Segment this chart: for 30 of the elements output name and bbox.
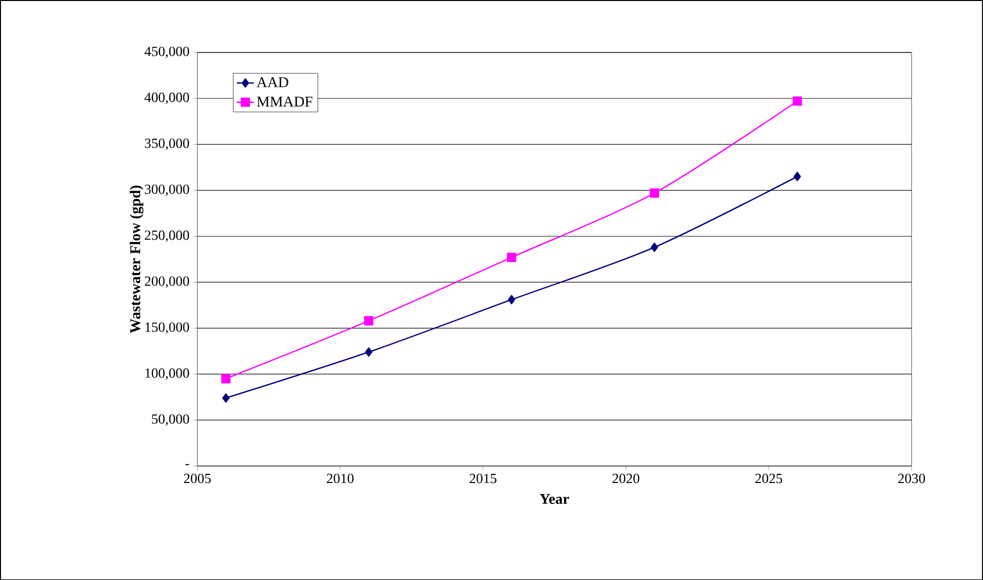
x-tick-label: 2015 xyxy=(470,474,496,483)
y-tick-label: 300,000 xyxy=(144,184,190,196)
y-tick-label: 450,000 xyxy=(144,46,190,58)
y-tick-label: 400,000 xyxy=(144,92,190,104)
y-tick-label: 200,000 xyxy=(144,276,190,288)
y-tick-label: 350,000 xyxy=(144,138,190,150)
point xyxy=(221,374,231,384)
point xyxy=(794,172,801,181)
x-tick-label: 2020 xyxy=(612,474,640,483)
y-tick-label: 100,000 xyxy=(145,368,190,380)
y-axis-title: Wastewater Flow (gpd) xyxy=(130,185,144,334)
x-tick-label: 2005 xyxy=(184,474,211,483)
point xyxy=(650,242,658,252)
y-tick-label: 50,000 xyxy=(152,414,190,426)
point xyxy=(508,294,516,304)
point xyxy=(222,393,230,402)
x-tick-label: 2030 xyxy=(898,474,925,483)
x-axis-title: Year xyxy=(540,494,570,504)
y-tick-label: 150,000 xyxy=(145,322,190,334)
y-tick-label: - xyxy=(185,464,190,465)
point xyxy=(792,96,802,106)
y-tick-label: 250,000 xyxy=(144,230,190,242)
legend-label: MMADF xyxy=(256,96,312,106)
x-tick-label: 2025 xyxy=(755,474,782,483)
legend-label: AAD xyxy=(256,77,288,87)
point xyxy=(650,188,660,198)
x-tick-label: 2010 xyxy=(326,474,354,483)
point xyxy=(506,252,516,262)
point xyxy=(364,316,374,326)
point xyxy=(365,347,372,356)
